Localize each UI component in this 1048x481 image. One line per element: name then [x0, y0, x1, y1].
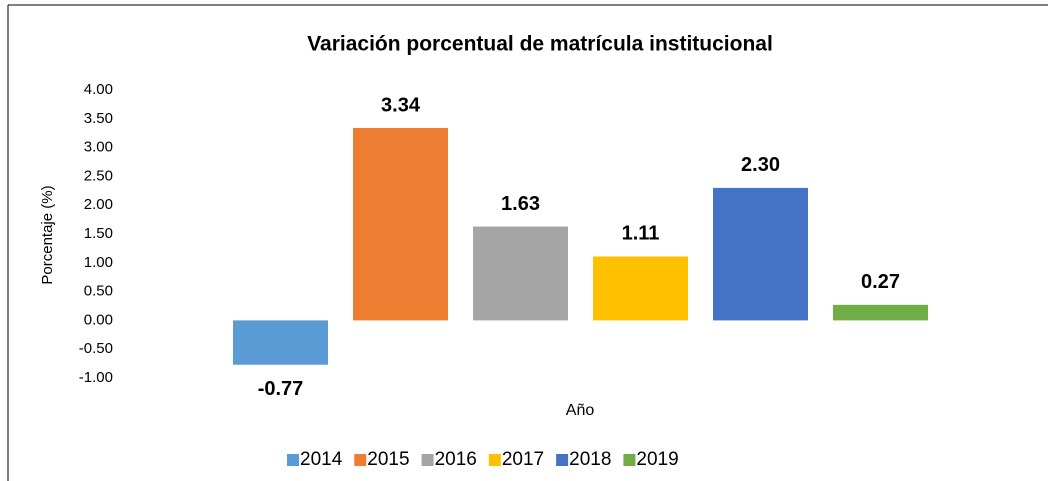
legend-swatch — [354, 454, 367, 466]
y-tick-label: -0.50 — [79, 340, 113, 357]
data-label: 3.34 — [381, 94, 421, 116]
y-tick-label: 0.50 — [84, 283, 113, 300]
legend-swatch — [287, 454, 299, 466]
bar — [353, 128, 448, 321]
data-label: -0.77 — [258, 378, 304, 400]
y-axis-label: Porcentaje (%) — [39, 185, 56, 284]
y-tick-label: 3.00 — [84, 139, 113, 156]
y-tick-label: 0.00 — [84, 311, 113, 328]
y-tick-label: 4.00 — [84, 81, 113, 98]
y-tick-label: -1.00 — [79, 369, 113, 386]
data-label: 2.30 — [741, 154, 780, 176]
legend-label: 2016 — [435, 449, 477, 470]
y-tick-label: 2.50 — [84, 167, 113, 184]
legend-label: 2014 — [300, 449, 343, 470]
chart-title: Variación porcentual de matrícula instit… — [307, 33, 773, 56]
data-label: 1.11 — [622, 223, 660, 245]
y-tick-label: 3.50 — [84, 110, 113, 127]
y-tick-label: 2.00 — [84, 196, 113, 213]
legend-swatch — [623, 454, 636, 466]
y-tick-label: 1.50 — [84, 225, 113, 242]
y-tick-label: 1.00 — [84, 254, 113, 271]
bar — [233, 320, 328, 365]
bar — [593, 256, 688, 321]
data-label: 1.63 — [501, 193, 540, 215]
legend-swatch — [556, 454, 569, 466]
bar — [713, 187, 808, 321]
bar — [833, 304, 928, 321]
legend-label: 2018 — [569, 449, 611, 470]
data-label: 0.27 — [861, 271, 900, 293]
legend-swatch — [488, 454, 501, 466]
legend-swatch — [421, 454, 434, 466]
legend-label: 2017 — [502, 449, 544, 470]
bar — [473, 226, 568, 321]
legend-label: 2015 — [367, 449, 409, 470]
legend-label: 2019 — [636, 449, 678, 470]
x-axis-label: Año — [566, 402, 595, 419]
